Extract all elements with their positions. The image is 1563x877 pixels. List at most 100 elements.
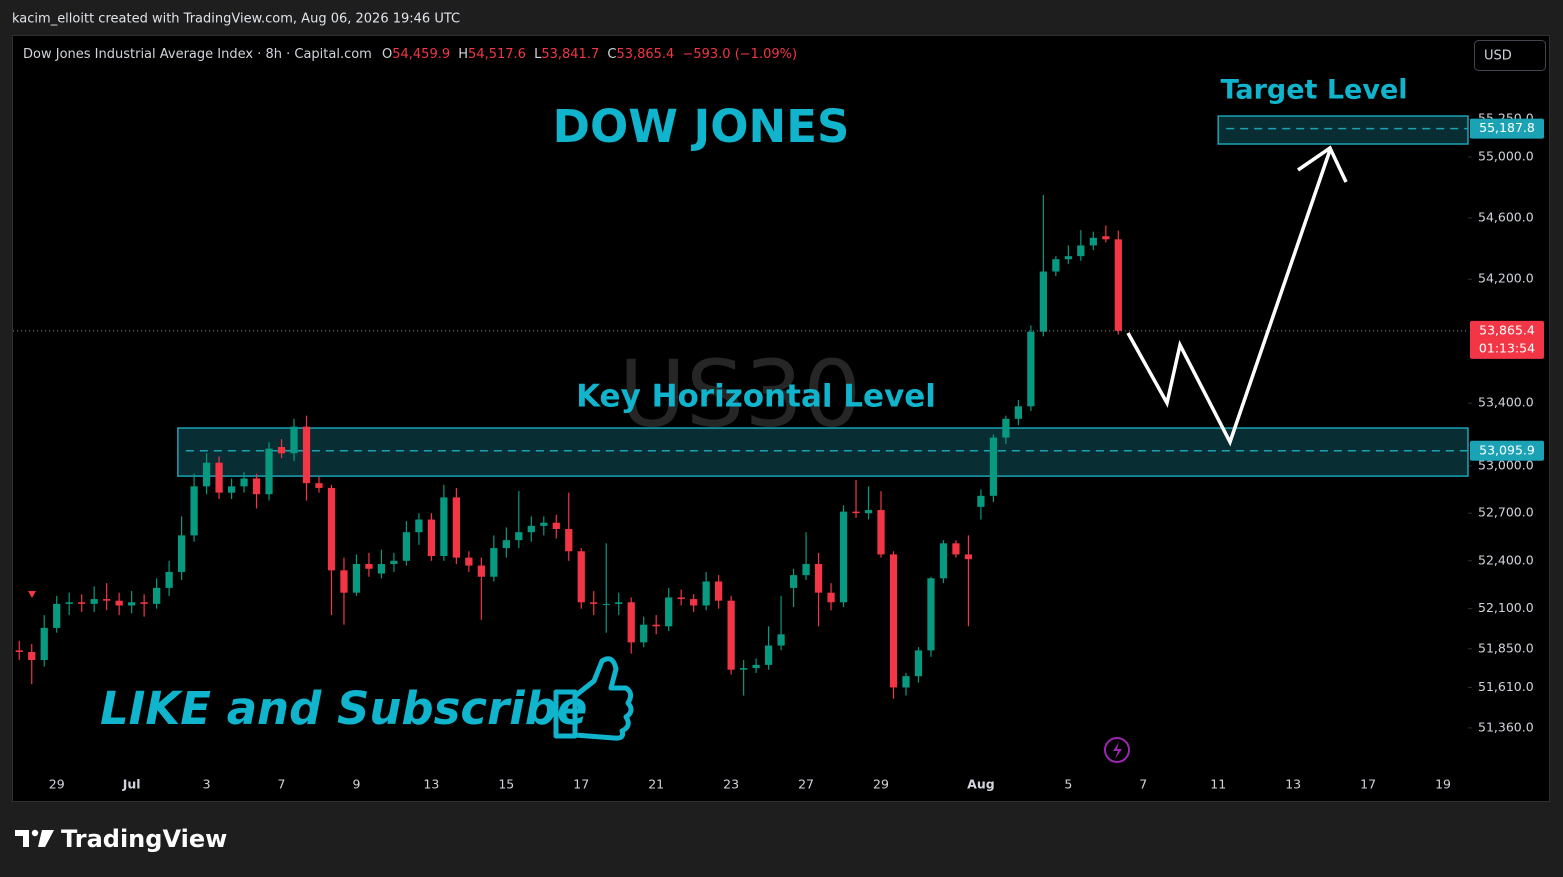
candle-body [939,543,948,579]
candle-body [814,563,823,593]
y-tick-label: 52,700.0 [1478,505,1534,520]
candle-body [764,645,773,665]
candle-body [265,448,273,495]
ohlc-value: 54,517.6 [468,47,526,62]
y-tick-label: 53,000.0 [1478,457,1534,472]
candle-body [315,483,323,488]
price-label-box [1470,440,1544,461]
candle-body [365,563,373,569]
candle-body [465,557,473,566]
candle-body [490,548,498,577]
candle-body [502,540,510,549]
candle-body [415,519,423,533]
candle-body [377,563,386,574]
candle-body [740,668,748,670]
candle-body [165,571,173,588]
logo-mark [31,829,39,837]
candle-body [1064,256,1072,260]
candle-body [390,560,398,564]
candle-body [927,578,935,651]
candle-body [889,554,898,688]
countdown: 01:13:54 [1479,340,1535,355]
candle-body [1114,239,1122,331]
candle-body [952,543,960,555]
candle-body [302,426,311,484]
arrow-head [1297,145,1348,183]
candle-body [677,597,685,600]
candle-body [40,627,48,661]
alert-icon[interactable] [1104,737,1130,763]
candle-body [540,522,548,526]
candle-body [128,602,136,606]
candle-body [640,624,648,643]
candle-body [1039,271,1047,332]
candle-body [565,529,573,552]
candle-body [752,664,760,669]
candle-body [989,437,998,496]
x-tick-label: 9 [352,777,360,792]
candle-body [665,597,673,627]
x-tick-label: 23 [723,777,739,792]
candle-body [1077,245,1085,257]
plot: 29 Jul 3 7 9 13 15 17 21 23 27 29 Aug 5 7 11 13 17 1955,25… [13,111,1534,792]
candle-body [252,478,261,495]
symbol-title: Dow Jones Industrial Average Index · 8h … [23,47,372,62]
candle-body [290,426,298,454]
x-tick-label: 19 [1435,777,1451,792]
last-price-label: 53,865.4 [1479,322,1535,337]
candle-body [914,650,923,677]
y-tick-label: 52,400.0 [1478,552,1534,567]
candle-body [789,575,798,588]
candle-body [1027,331,1035,407]
candle-body [715,581,723,601]
y-tick-label: 51,610.0 [1478,679,1534,694]
candle-body [190,486,198,536]
x-tick-label: 11 [1210,777,1226,792]
candle-body [1052,259,1060,272]
candle-body [839,511,848,603]
attribution: kacim_elloitt created with TradingView.c… [12,12,460,27]
legend: Dow Jones Industrial Average Index · 8h … [23,47,797,62]
candle-body [977,495,985,507]
x-tick-label: 7 [278,777,286,792]
ohlc-key: H [458,47,468,62]
price-label: 53,095.9 [1479,442,1535,457]
candle-body [627,602,635,643]
candle-body [340,570,348,593]
price-label-box [1470,118,1544,139]
marker [28,591,36,598]
currency[interactable]: USD [1484,49,1512,64]
y-tick-label: 54,600.0 [1478,209,1534,224]
candle-body [1014,406,1023,419]
candle-body [78,602,86,604]
x-tick-label: 15 [498,777,514,792]
brand: TradingView [61,825,227,853]
x-tick-label: 21 [648,777,664,792]
chart-title: DOW JONES [553,100,850,153]
ohlc-key: O [382,47,392,62]
x-tick-label: Jul [122,777,141,792]
logo-mark [38,830,54,847]
x-tick-label: 27 [798,777,814,792]
candle-body [852,511,860,514]
candle-body [440,497,448,557]
candle-body [202,462,211,487]
candle-body [527,525,535,533]
candle-body [53,603,61,628]
target-zone [1217,115,1469,145]
candle-body [90,599,98,604]
y-tick-label: 51,850.0 [1478,640,1534,655]
candle-body [827,592,835,603]
change: −593.0 (−1.09%) [682,47,797,62]
candle-body [240,478,248,487]
y-tick-label: 53,400.0 [1478,395,1534,410]
candle-body [15,650,23,652]
x-tick-label: 29 [873,777,889,792]
key-zone [177,427,1469,477]
x-tick-label: 3 [203,777,211,792]
currency-button[interactable] [1474,40,1546,71]
candle-body [277,447,286,454]
x-tick-label: 13 [1285,777,1301,792]
